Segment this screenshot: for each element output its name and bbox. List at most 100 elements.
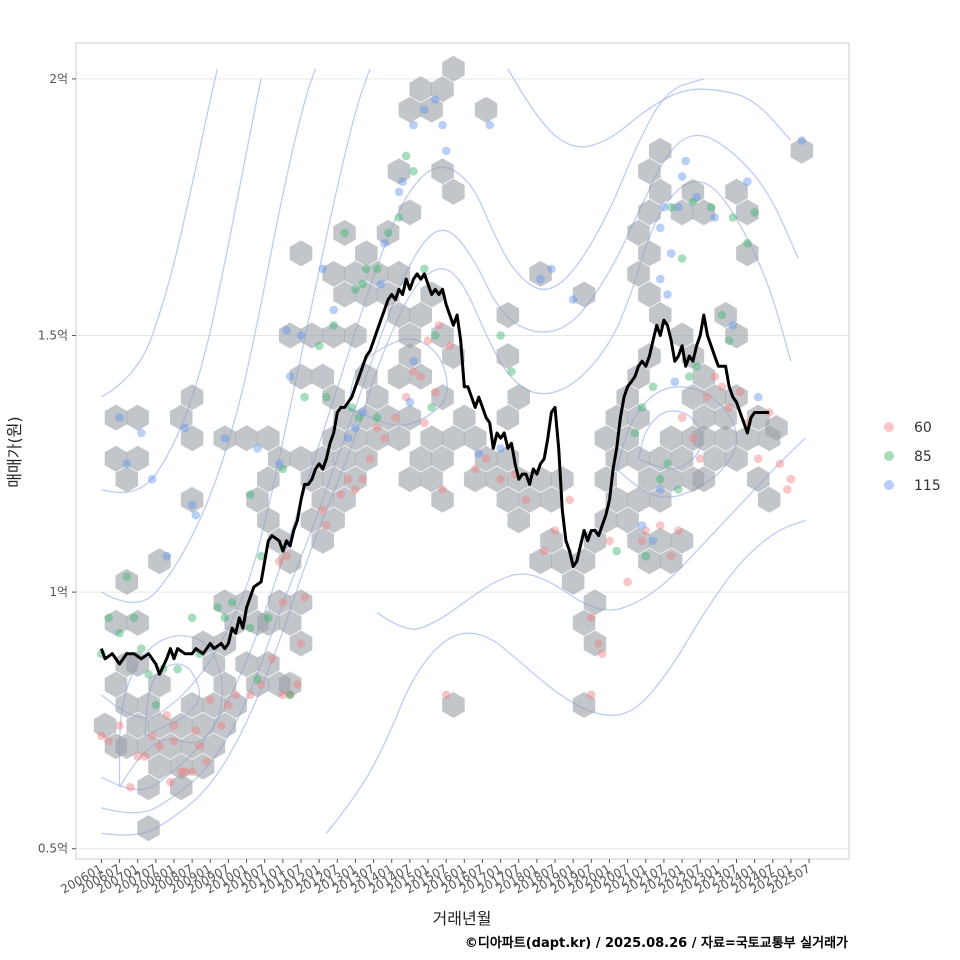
scatter-point-85 bbox=[383, 228, 393, 238]
hexbin-cell bbox=[649, 527, 672, 554]
hexbin-cell bbox=[224, 692, 247, 718]
scatter-point-115 bbox=[162, 551, 171, 561]
hexbin-cell bbox=[681, 178, 705, 205]
hexbin-cell bbox=[126, 609, 149, 636]
hexbin-cell bbox=[213, 589, 237, 616]
scatter-point-60 bbox=[637, 536, 647, 546]
scatter-point-60 bbox=[285, 690, 295, 700]
scatter-point-85 bbox=[347, 403, 357, 412]
scatter-point-60 bbox=[358, 474, 368, 484]
scatter-point-60 bbox=[140, 752, 150, 761]
scatter-point-60 bbox=[550, 526, 560, 535]
scatter-point-85 bbox=[351, 285, 360, 294]
scatter-point-60 bbox=[587, 690, 596, 700]
scatter-point-60 bbox=[735, 387, 745, 397]
scatter-point-60 bbox=[162, 711, 171, 720]
scatter-point-60 bbox=[180, 767, 190, 777]
hexbin-cell bbox=[681, 384, 705, 411]
hexbin-cell bbox=[289, 240, 313, 267]
scatter-point-60 bbox=[703, 392, 712, 402]
scatter-point-60 bbox=[343, 474, 353, 484]
scatter-point-115 bbox=[253, 444, 262, 453]
scatter-point-115 bbox=[681, 156, 690, 166]
scatter-point-60 bbox=[401, 392, 411, 402]
contour-line bbox=[507, 68, 792, 148]
scatter-point-85 bbox=[137, 644, 146, 653]
scatter-point-115 bbox=[666, 249, 676, 258]
scatter-point-85 bbox=[692, 362, 701, 371]
hexbin-cell bbox=[300, 507, 324, 534]
scatter-point-115 bbox=[398, 177, 407, 186]
hexbin-cell bbox=[355, 240, 378, 267]
scatter-point-60 bbox=[336, 490, 346, 499]
scatter-point-115 bbox=[351, 423, 360, 433]
hexbin-cell bbox=[409, 445, 432, 472]
scatter-point-85 bbox=[173, 664, 182, 674]
hexbin-cell bbox=[398, 466, 422, 493]
scatter-point-85 bbox=[728, 213, 738, 222]
hexbin-cell bbox=[115, 733, 139, 760]
hexbin-cell bbox=[649, 445, 672, 472]
scatter-point-115 bbox=[274, 459, 284, 469]
scatter-point-85 bbox=[329, 321, 339, 330]
scatter-point-85 bbox=[278, 464, 288, 474]
hexbin-cell bbox=[431, 76, 454, 103]
scatter-point-115 bbox=[692, 192, 701, 202]
hexbin-cell bbox=[180, 384, 204, 411]
scatter-point-85 bbox=[685, 372, 694, 381]
scatter-point-60 bbox=[274, 557, 284, 566]
hexbin-cell bbox=[431, 445, 454, 472]
hexbin-cell bbox=[202, 651, 226, 677]
hexbin-cell bbox=[170, 712, 193, 739]
scatter-point-60 bbox=[605, 536, 614, 546]
hexbin-cell bbox=[627, 486, 650, 513]
hexbin-cell bbox=[540, 527, 563, 554]
hexbin-cell bbox=[790, 137, 814, 164]
hexbin-cell bbox=[765, 414, 788, 441]
hexbin-cell bbox=[649, 486, 672, 513]
scatter-point-60 bbox=[391, 413, 400, 422]
hexbin-cell bbox=[93, 712, 117, 739]
scatter-point-60 bbox=[231, 690, 240, 700]
hexbin-cell bbox=[398, 96, 422, 123]
hexbin-cell bbox=[703, 445, 726, 472]
hexbin-cell bbox=[333, 219, 356, 246]
scatter-point-85 bbox=[362, 264, 371, 274]
scatter-point-115 bbox=[180, 423, 190, 433]
hexbin-cell bbox=[333, 281, 356, 308]
y-tick-label: 1.5억 bbox=[38, 329, 68, 343]
scatter-point-115 bbox=[376, 279, 386, 289]
scatter-point-85 bbox=[104, 613, 113, 623]
hexbin-cell bbox=[148, 753, 171, 780]
scatter-point-85 bbox=[322, 392, 331, 402]
y-tick-label: 2억 bbox=[49, 72, 68, 86]
caption: ©디아파트(dapt.kr) / 2025.08.26 / 자료=국토교통부 실… bbox=[465, 935, 848, 951]
hexbin-cell bbox=[714, 302, 737, 328]
scatter-point-85 bbox=[496, 331, 505, 340]
hexbin-cell bbox=[736, 199, 759, 226]
scatter-point-60 bbox=[481, 454, 491, 464]
scatter-point-85 bbox=[674, 485, 683, 494]
scatter-point-60 bbox=[126, 782, 135, 792]
scatter-point-60 bbox=[445, 341, 455, 351]
hexbin-cell bbox=[627, 404, 650, 431]
scatter-point-115 bbox=[343, 433, 353, 443]
hexbin-cell bbox=[649, 137, 672, 164]
scatter-point-85 bbox=[122, 572, 132, 581]
hexbin-cell bbox=[104, 445, 128, 472]
scatter-point-60 bbox=[97, 731, 106, 741]
hexbin-cell bbox=[442, 692, 465, 718]
hexbin-cell bbox=[474, 445, 498, 472]
scatter-point-60 bbox=[775, 459, 785, 469]
hexbin-cell bbox=[649, 178, 672, 205]
hexbin-cell bbox=[659, 548, 683, 575]
scatter-point-60 bbox=[104, 736, 113, 746]
hexbin-cell bbox=[137, 733, 160, 760]
scatter-point-85 bbox=[409, 167, 418, 176]
scatter-point-115 bbox=[282, 326, 291, 335]
scatter-point-115 bbox=[677, 172, 687, 181]
scatter-point-60 bbox=[420, 418, 429, 428]
scatter-point-60 bbox=[423, 336, 433, 346]
scatter-point-60 bbox=[688, 433, 698, 443]
scatter-point-85 bbox=[743, 238, 752, 248]
